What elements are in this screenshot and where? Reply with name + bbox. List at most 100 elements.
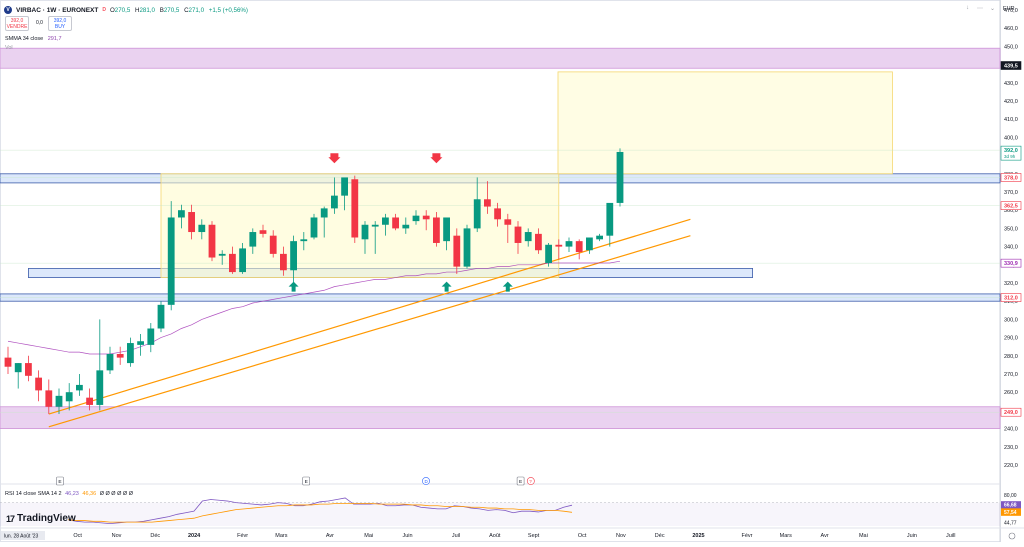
candle xyxy=(402,217,410,234)
candle xyxy=(565,237,573,253)
price-tick-label: 450,0 xyxy=(1004,44,1018,50)
candle-body xyxy=(300,239,308,242)
candle xyxy=(504,213,512,243)
candle-body xyxy=(371,224,379,227)
buy-button[interactable]: 392,0 BUY xyxy=(48,16,72,31)
price-label: 439,5 xyxy=(1000,61,1022,70)
candle xyxy=(371,221,379,254)
rsi-legend[interactable]: RSI 14 close SMA 14 2 46,23 46,36 Ø Ø Ø … xyxy=(5,491,133,497)
close-value: 271,0 xyxy=(188,6,205,14)
support-249 xyxy=(0,406,1001,430)
candle xyxy=(361,221,369,254)
candle-body xyxy=(218,253,226,256)
time-tick-label: Avr xyxy=(326,533,334,539)
candle xyxy=(545,242,552,267)
candle xyxy=(616,148,624,207)
event-marker-E xyxy=(516,476,525,486)
candle-body xyxy=(55,395,63,407)
candle xyxy=(127,337,134,367)
price-tick-label: 320,0 xyxy=(1004,281,1018,287)
candle xyxy=(412,210,420,225)
candle-body xyxy=(14,363,22,373)
candle-body xyxy=(116,353,124,358)
rsi-tick-label: 80,00 xyxy=(1004,493,1017,499)
low-value: 270,5 xyxy=(163,6,180,14)
candle-body xyxy=(443,217,450,242)
price-label-box xyxy=(1000,173,1022,182)
candle-body xyxy=(320,208,328,218)
volume-legend[interactable]: Vol xyxy=(5,45,13,51)
price-label-countdown: 3d 9h xyxy=(1004,154,1016,159)
candle xyxy=(157,301,165,333)
price-tick-label: 340,0 xyxy=(1004,245,1018,251)
lock-icon[interactable]: ⋯ xyxy=(977,6,983,12)
candle xyxy=(453,228,461,274)
price-tick-label: 470,0 xyxy=(1004,8,1018,14)
candle xyxy=(596,233,603,242)
high-value: 281,0 xyxy=(139,6,155,14)
smma-legend[interactable]: SMMA 34 close 291,7 xyxy=(5,36,62,42)
low-label: B xyxy=(159,6,164,14)
price-label-text: 378,0 xyxy=(1004,175,1018,181)
candle xyxy=(535,228,542,254)
up-arrow-icon xyxy=(288,281,299,292)
candle xyxy=(147,323,155,353)
time-tick-label: Juin xyxy=(907,533,917,539)
up-arrow-icon xyxy=(502,281,513,292)
rsi-value: 46,23 xyxy=(65,491,79,497)
smma-label: SMMA 34 close xyxy=(5,36,44,42)
rsi-line xyxy=(67,497,573,525)
event-marker-label: D xyxy=(425,479,429,484)
trend-line-2 xyxy=(48,235,691,428)
arrow-down-icon[interactable]: ↓ xyxy=(966,5,969,11)
candle-body xyxy=(188,212,195,233)
price-tick-label: 280,0 xyxy=(1004,354,1018,360)
candle-body xyxy=(147,328,155,345)
price-label-text: 249,0 xyxy=(1004,410,1018,416)
candle-body xyxy=(565,241,573,247)
sell-button[interactable]: 392,0 VENDRE xyxy=(5,16,29,31)
time-tick-label: Nov xyxy=(616,533,626,539)
candle xyxy=(514,221,522,254)
candle-body xyxy=(596,235,603,240)
price-label-text: 362,5 xyxy=(1004,204,1018,210)
high-label: H xyxy=(135,6,140,14)
open-label: O xyxy=(109,6,115,14)
buy-label: BUY xyxy=(54,24,66,30)
price-label-box xyxy=(1000,61,1022,70)
candle-body xyxy=(45,390,53,407)
candle xyxy=(382,213,389,236)
change-value: +1,5 (+0,56%) xyxy=(208,6,248,14)
candle xyxy=(208,221,216,262)
candle-body xyxy=(229,253,236,273)
candle xyxy=(45,379,53,415)
candle xyxy=(218,250,226,265)
price-label-box xyxy=(1000,258,1022,268)
rsi-extra-values: Ø Ø Ø Ø Ø Ø xyxy=(99,491,133,497)
price-tick-label: 300,0 xyxy=(1004,317,1018,323)
date-cursor-box xyxy=(1,531,45,540)
symbol-title[interactable]: VIRBAC · 1W · EURONEXT xyxy=(16,6,99,14)
candle-body xyxy=(341,177,348,196)
candle-body xyxy=(361,224,369,240)
candle-body xyxy=(402,224,410,229)
candle-body xyxy=(422,215,430,220)
down-arrow-icon xyxy=(430,153,443,164)
chart-header: V VIRBAC · 1W · EURONEXT D O270,5 H281,0… xyxy=(4,3,248,17)
tradingview-logo[interactable]: 17 TradingView xyxy=(6,513,76,524)
candle xyxy=(575,239,583,260)
candle xyxy=(249,228,257,254)
candle xyxy=(310,213,318,240)
chevron-down-icon[interactable]: ⌄ xyxy=(990,6,996,12)
price-label: 362,5 xyxy=(1000,201,1022,210)
candle-body xyxy=(575,241,583,253)
price-tick-label: 430,0 xyxy=(1004,81,1018,87)
currency-label[interactable]: EUR xyxy=(1003,6,1015,12)
price-label: 249,0 xyxy=(1000,407,1022,417)
trend-line-1 xyxy=(48,218,691,415)
candle xyxy=(229,246,236,274)
candle-body xyxy=(433,217,440,243)
price-label: 330,9 xyxy=(1000,258,1022,268)
